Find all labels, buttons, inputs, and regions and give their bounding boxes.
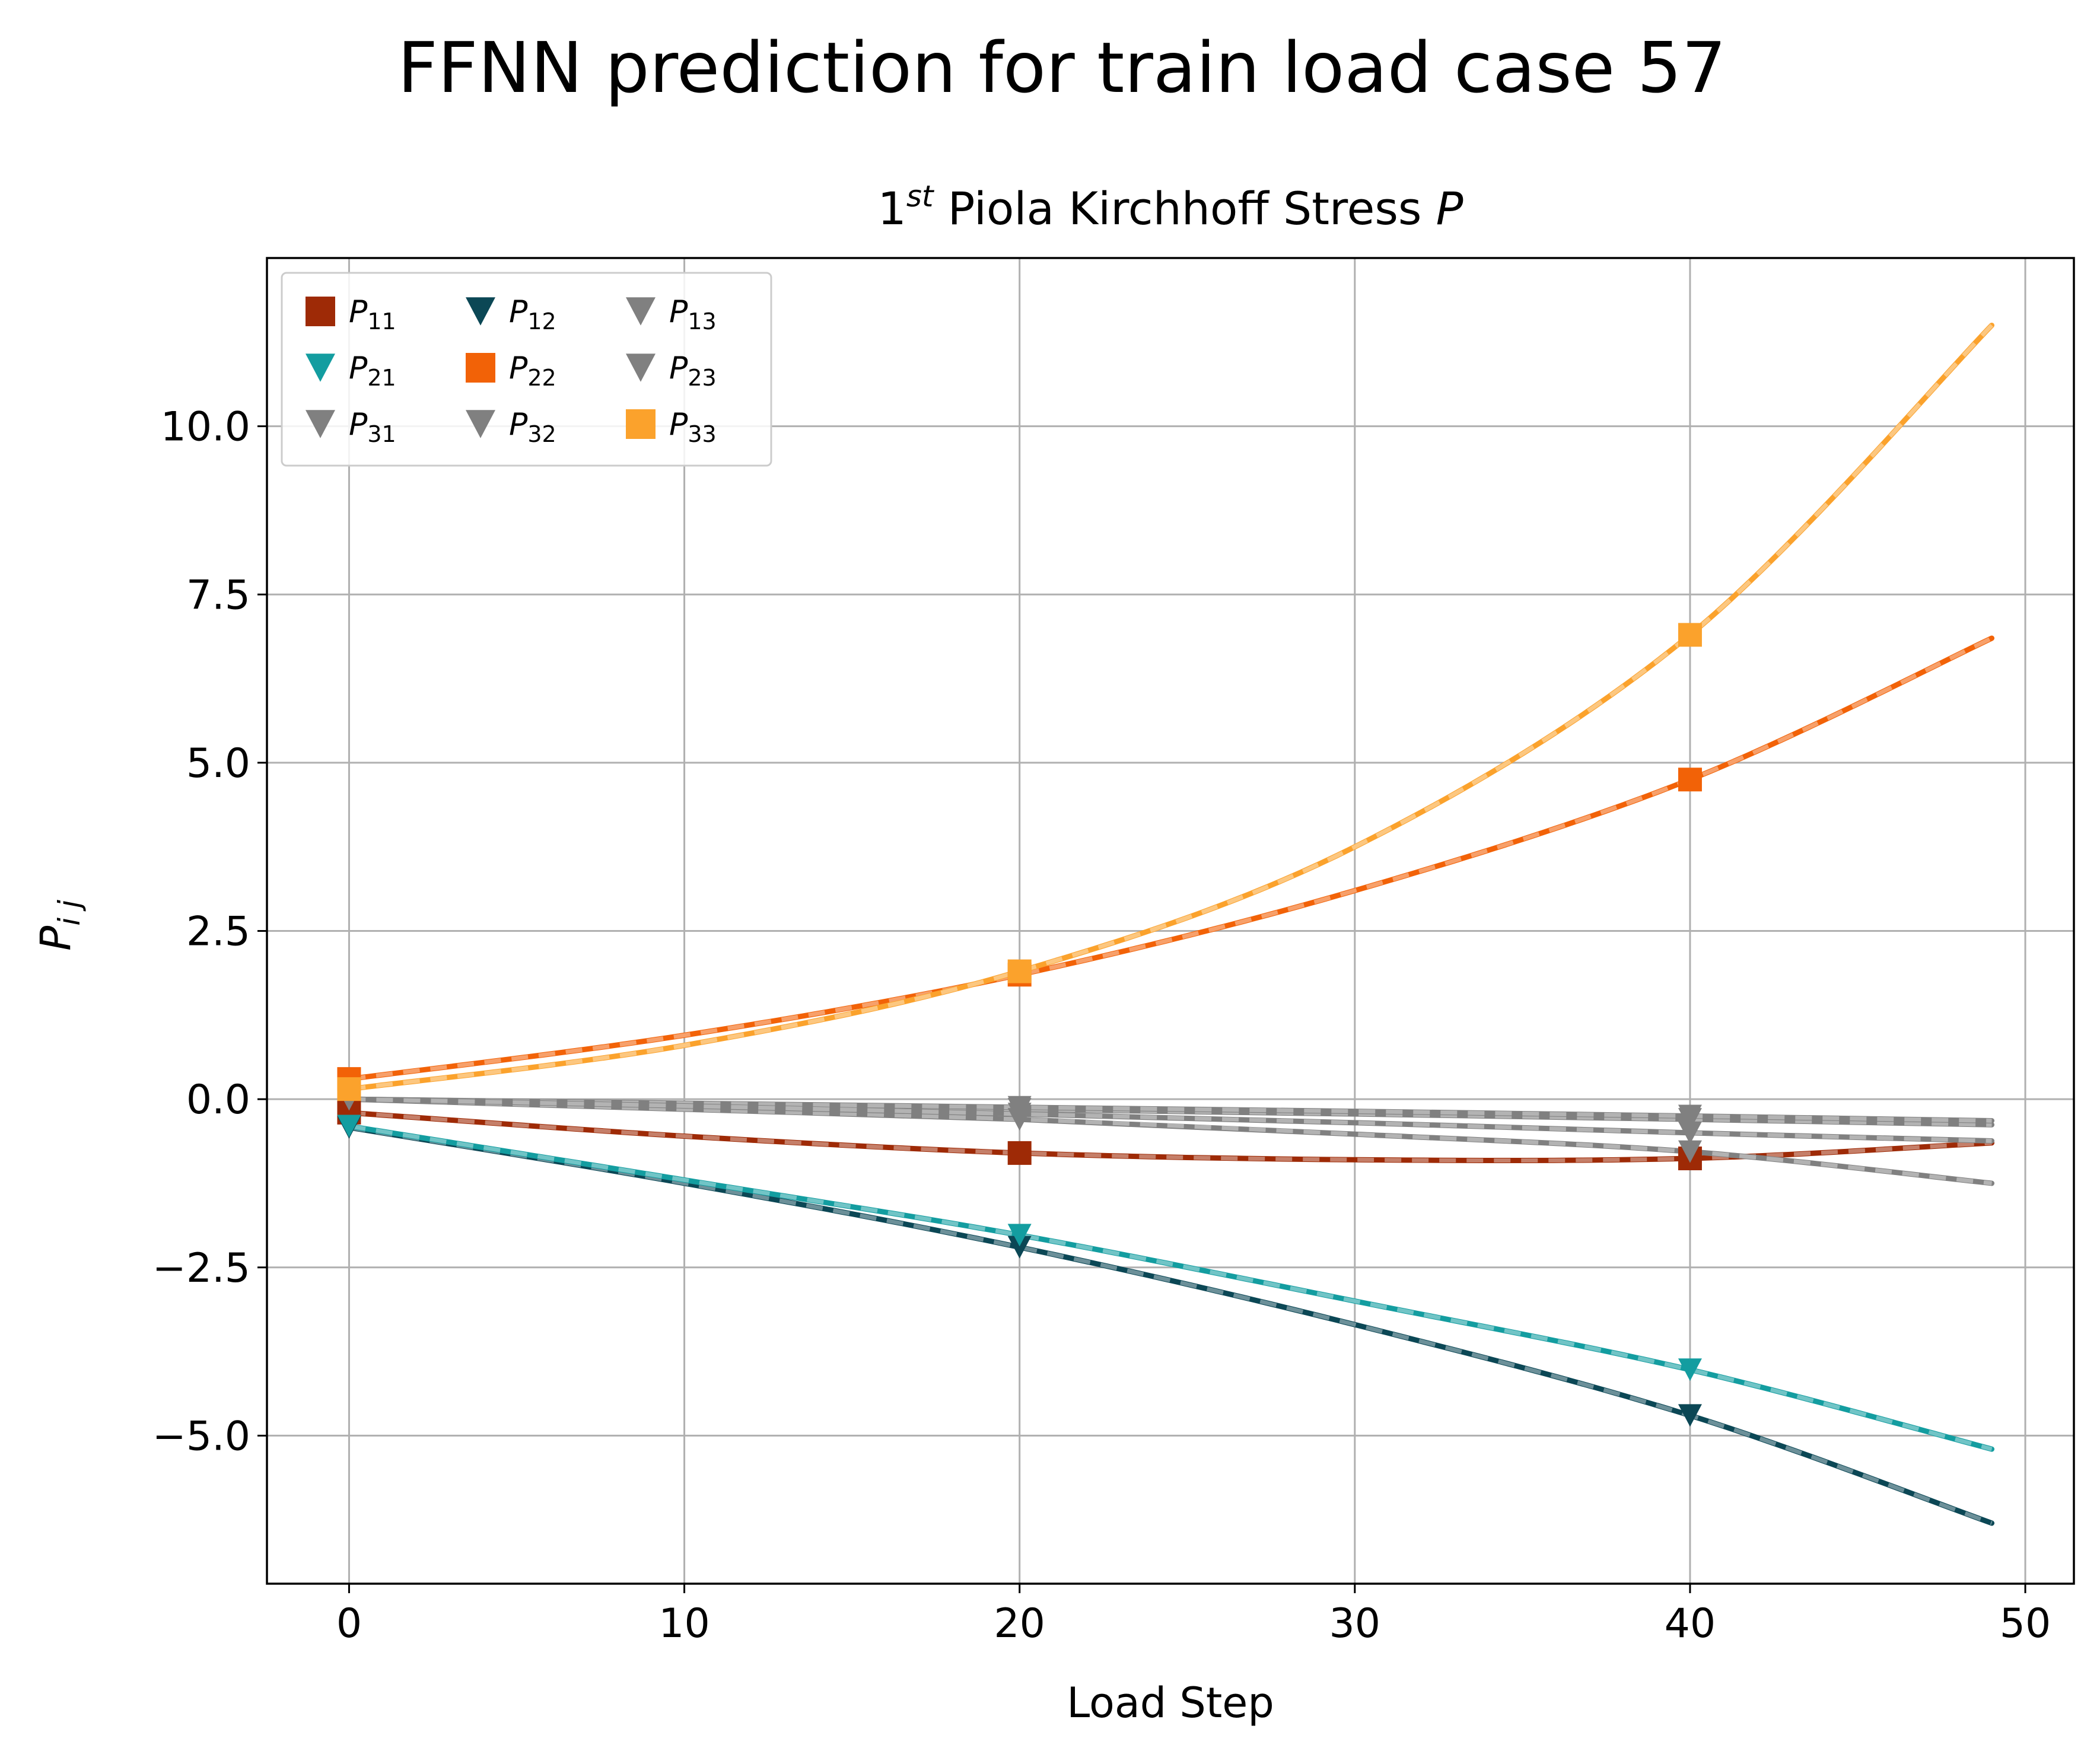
series-prediction-p33 xyxy=(349,324,1994,1091)
legend-entry-p13: P13 xyxy=(626,294,717,335)
figure-suptitle: FFNN prediction for train load case 57 xyxy=(397,27,1726,109)
series-line-p22 xyxy=(346,635,1995,1082)
y-tick-label: −2.5 xyxy=(152,1245,250,1292)
legend-marker-p13 xyxy=(626,297,656,326)
data-point-p21 xyxy=(337,1115,361,1138)
data-point-p11 xyxy=(1007,1141,1032,1165)
tick-group: 0 10 20 30 40 50 −5.0 −2.5 0.0 2.5 5.0 7.5 10.0 xyxy=(152,404,2051,1647)
x-tick-label: 50 xyxy=(2000,1600,2051,1647)
y-tick-label: 5.0 xyxy=(186,740,250,787)
series-line-p12 xyxy=(346,1125,1995,1526)
title-rest: Piola Kirchhoff Stress xyxy=(934,182,1436,235)
data-point-p21 xyxy=(1678,1358,1702,1381)
data-point-p31 xyxy=(1678,1140,1702,1163)
legend-label-p11: P11 xyxy=(349,294,396,335)
legend-marker-p33 xyxy=(626,409,656,439)
data-point-p21 xyxy=(1007,1224,1032,1247)
x-tick-label: 10 xyxy=(658,1600,710,1647)
series-line-p31 xyxy=(346,1096,1995,1186)
data-point-p22 xyxy=(1678,768,1702,792)
axes-frame xyxy=(266,257,2075,1585)
y-tick-label: 10.0 xyxy=(161,404,250,451)
legend-marker-p23 xyxy=(626,354,656,382)
y-axis-label: Pi j xyxy=(31,900,87,951)
marker-group xyxy=(337,623,1702,1427)
legend: P11 P12 P13 P21 P22 P23 P31 P32 P33 xyxy=(281,272,772,467)
legend-label-p32: P32 xyxy=(509,407,556,447)
legend-label-p13: P13 xyxy=(669,294,717,335)
x-tick-label: 0 xyxy=(336,1600,362,1647)
series-line-p33 xyxy=(346,322,1995,1092)
x-tick-label: 30 xyxy=(1329,1600,1381,1647)
legend-entry-p33: P33 xyxy=(626,407,717,447)
y-tick-label: 2.5 xyxy=(186,909,250,956)
data-point-p33 xyxy=(1007,959,1032,983)
legend-label-p31: P31 xyxy=(349,407,396,447)
legend-entry-p11: P11 xyxy=(306,294,396,335)
series-prediction-p22 xyxy=(349,636,1993,1081)
data-point-p12 xyxy=(1007,1236,1032,1259)
legend-entry-p23: P23 xyxy=(626,351,717,391)
ylabel-base: P xyxy=(31,925,80,951)
legend-marker-p11 xyxy=(306,297,335,326)
x-tick-label: 40 xyxy=(1665,1600,1716,1647)
series-prediction-p12 xyxy=(348,1125,1993,1526)
y-tick-label: 7.5 xyxy=(186,572,250,619)
ylabel-subscript: i j xyxy=(52,900,87,926)
data-point-p32 xyxy=(1678,1121,1702,1144)
legend-entry-p32: P32 xyxy=(466,407,556,447)
legend-label-p21: P21 xyxy=(349,351,396,391)
series-line-p32 xyxy=(346,1096,1995,1144)
x-tick-label: 20 xyxy=(994,1600,1045,1647)
series-prediction-p21 xyxy=(348,1124,1993,1451)
legend-marker-p32 xyxy=(466,410,495,438)
legend-label-p22: P22 xyxy=(509,351,556,391)
title-superscript: st xyxy=(906,179,935,214)
title-symbol: P xyxy=(1436,182,1463,235)
series-prediction-p31 xyxy=(349,1097,1992,1186)
legend-marker-p12 xyxy=(466,297,495,326)
grid xyxy=(267,258,2074,1584)
data-point-p33 xyxy=(1678,623,1702,647)
series-group xyxy=(346,322,1995,1526)
data-point-p32 xyxy=(1007,1103,1032,1126)
legend-entry-p22: P22 xyxy=(466,351,556,391)
data-point-p12 xyxy=(1678,1404,1702,1427)
legend-marker-p21 xyxy=(306,354,335,382)
x-axis-label: Load Step xyxy=(1067,1679,1274,1727)
series-prediction-p32 xyxy=(349,1097,1992,1143)
y-tick-label: −5.0 xyxy=(152,1413,250,1460)
legend-entry-p12: P12 xyxy=(466,294,556,335)
legend-label-p12: P12 xyxy=(509,294,556,335)
legend-entry-p31: P31 xyxy=(306,407,396,447)
data-point-p33 xyxy=(337,1077,361,1101)
legend-entry-p21: P21 xyxy=(306,351,396,391)
legend-marker-p22 xyxy=(466,353,495,383)
axes-title: 1st Piola Kirchhoff Stress P xyxy=(877,179,1463,235)
title-base: 1 xyxy=(877,182,906,235)
y-tick-label: 0.0 xyxy=(186,1077,250,1123)
legend-label-p23: P23 xyxy=(669,351,717,391)
legend-label-p33: P33 xyxy=(669,407,717,447)
series-line-p21 xyxy=(346,1123,1995,1452)
legend-marker-p31 xyxy=(306,410,335,438)
data-point-p23 xyxy=(1678,1104,1702,1128)
